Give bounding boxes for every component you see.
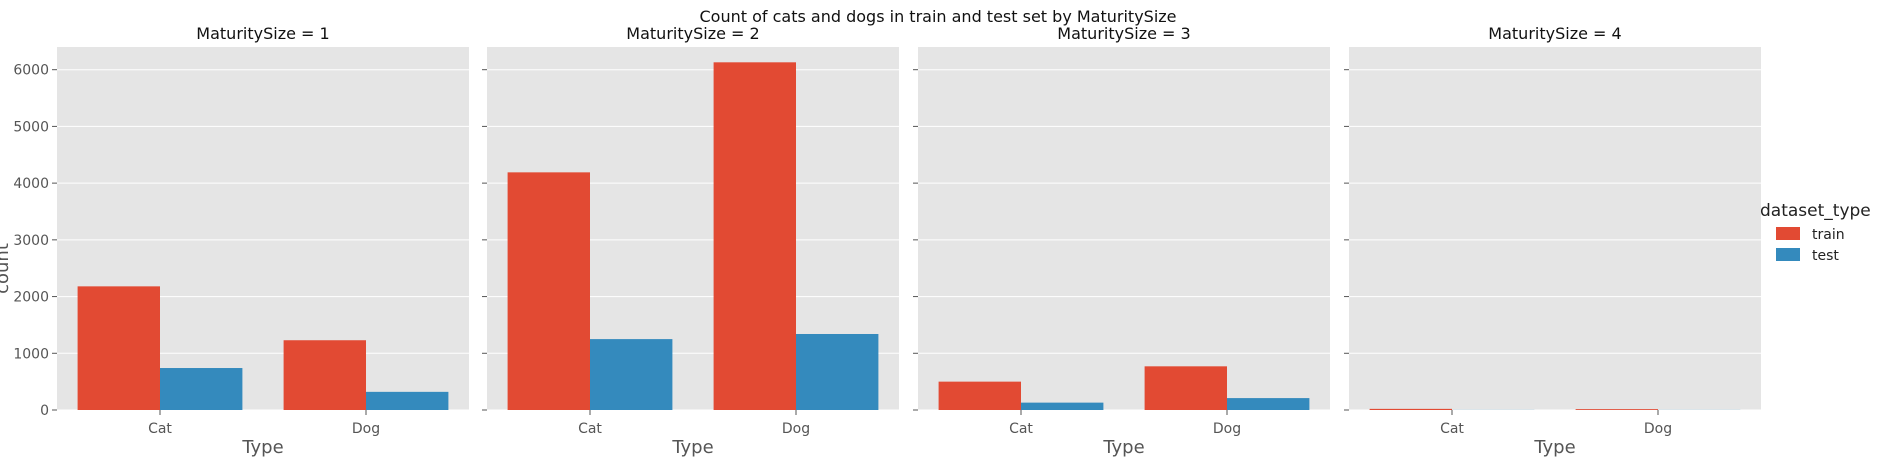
- x-axis-label: Type: [1533, 437, 1575, 458]
- bar-train-dog: [1575, 409, 1658, 410]
- bar-train-dog: [713, 62, 796, 411]
- legend-label-test: test: [1812, 248, 1839, 264]
- panel-background: [918, 47, 1330, 410]
- bar-test-cat: [1021, 402, 1104, 410]
- x-tick-label: Dog: [1213, 421, 1241, 437]
- bar-train-cat: [938, 381, 1021, 410]
- facet-panels: 0 1000 2000 3000 4000 5000 6000 Cat Dog MaturityS…: [0, 24, 1761, 458]
- legend: dataset_type train test: [1760, 201, 1871, 264]
- facet-panel-1: 0 1000 2000 3000 4000 5000 6000 Cat Dog MaturityS…: [13, 24, 469, 458]
- legend-label-train: train: [1812, 227, 1845, 243]
- x-tick-label: Dog: [352, 421, 380, 437]
- bar-train-cat: [507, 172, 590, 410]
- y-tick-label: 2000: [13, 290, 49, 306]
- bar-test-cat: [590, 339, 673, 410]
- y-tick-label: 3000: [13, 233, 49, 249]
- bar-test-dog: [1227, 398, 1310, 410]
- bar-test-cat: [160, 368, 243, 410]
- chart-title: Count of cats and dogs in train and test…: [700, 7, 1177, 26]
- facet-title: MaturitySize = 3: [1057, 24, 1190, 43]
- bar-train-dog: [283, 340, 366, 410]
- panel-background: [1349, 47, 1761, 410]
- facet-panel-2: Cat Dog MaturitySize = 2 Type: [482, 24, 899, 458]
- x-tick-label: Cat: [578, 421, 602, 437]
- x-tick-label: Dog: [782, 421, 810, 437]
- legend-swatch-train: [1776, 227, 1800, 240]
- x-tick-label: Cat: [148, 421, 172, 437]
- x-tick-label: Cat: [1440, 421, 1464, 437]
- bar-train-cat: [1369, 408, 1452, 410]
- facet-title: MaturitySize = 2: [626, 24, 759, 43]
- facet-panel-4: Cat Dog MaturitySize = 4 Type: [1344, 24, 1761, 458]
- y-tick-label: 6000: [13, 63, 49, 79]
- bar-test-dog: [796, 333, 879, 410]
- x-tick-label: Dog: [1644, 421, 1672, 437]
- y-tick-label: 0: [40, 403, 49, 419]
- facet-title: MaturitySize = 1: [196, 24, 329, 43]
- x-axis-label: Type: [241, 437, 283, 458]
- x-tick-label: Cat: [1009, 421, 1033, 437]
- legend-swatch-test: [1776, 248, 1800, 261]
- x-axis-label: Type: [1102, 437, 1144, 458]
- bar-test-dog: [366, 391, 449, 410]
- y-axis-label: count: [0, 243, 13, 294]
- bar-train-dog: [1144, 366, 1227, 410]
- facet-title: MaturitySize = 4: [1488, 24, 1621, 43]
- legend-title: dataset_type: [1760, 201, 1871, 221]
- x-axis-label: Type: [671, 437, 713, 458]
- facet-panel-3: Cat Dog MaturitySize = 3 Type: [913, 24, 1330, 458]
- y-tick-label: 5000: [13, 119, 49, 135]
- bar-train-cat: [77, 286, 160, 410]
- y-tick-label: 1000: [13, 346, 49, 362]
- y-tick-label: 4000: [13, 176, 49, 192]
